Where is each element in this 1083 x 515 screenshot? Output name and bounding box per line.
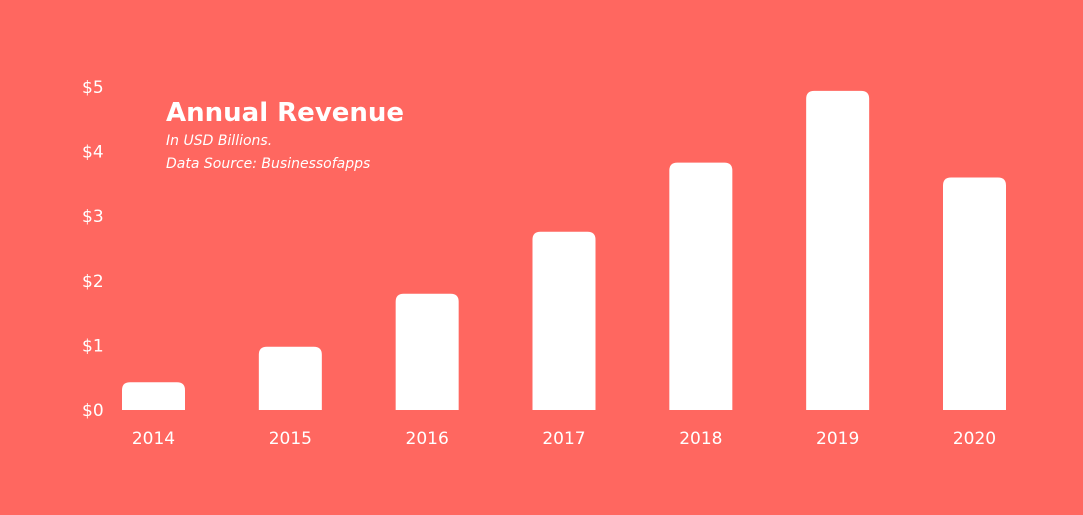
x-tick-label: 2017	[542, 429, 585, 449]
chart-subtitle-unit: In USD Billions.	[166, 133, 272, 149]
x-axis: 2014 2015 2016 2017 2018 2019 2020	[132, 429, 996, 449]
x-tick-label: 2018	[679, 429, 722, 449]
bar-2018	[669, 162, 733, 410]
y-tick-label: $1	[82, 336, 104, 356]
bar-2015	[258, 346, 322, 410]
y-tick-label: $3	[82, 207, 104, 227]
bar-2019	[806, 90, 870, 410]
y-tick-label: $5	[82, 78, 104, 98]
bar-series	[122, 90, 1006, 410]
x-tick-label: 2014	[132, 429, 175, 449]
bar-2017	[532, 231, 596, 410]
y-axis: $0 $1 $2 $3 $4 $5	[82, 78, 104, 421]
bar-2020	[943, 177, 1006, 410]
y-tick-label: $0	[82, 401, 104, 421]
title-block: Annual Revenue In USD Billions. Data Sou…	[166, 98, 404, 172]
y-tick-label: $2	[82, 272, 104, 292]
bar-2014	[122, 382, 185, 410]
x-tick-label: 2019	[816, 429, 859, 449]
chart-title: Annual Revenue	[166, 98, 404, 128]
x-tick-label: 2020	[953, 429, 996, 449]
bar-2016	[395, 293, 459, 410]
x-tick-label: 2016	[406, 429, 449, 449]
x-tick-label: 2015	[269, 429, 312, 449]
chart-subtitle-source: Data Source: Businessofapps	[166, 156, 370, 172]
y-tick-label: $4	[82, 143, 104, 163]
